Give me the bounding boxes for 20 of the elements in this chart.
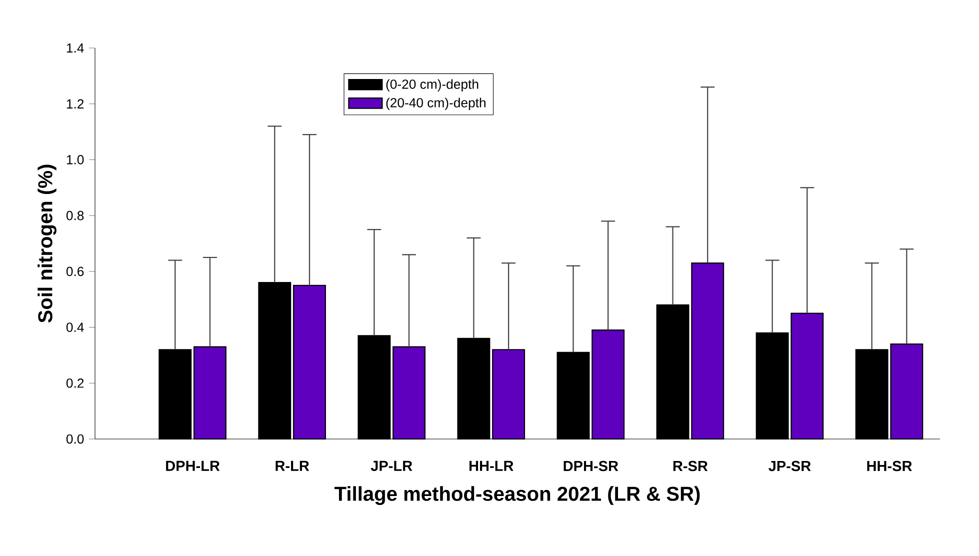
y-tick-label: 1.4 <box>66 43 84 53</box>
x-tick-label: JP-LR <box>370 460 412 472</box>
x-tick-label: HH-LR <box>470 460 514 471</box>
y-tick-label: 0.6 <box>66 266 84 276</box>
x-tick-label: R-SR <box>673 460 708 472</box>
x-tick-label: JP-SR <box>768 460 811 472</box>
y-axis-title: Soil nitrogen (%) <box>38 164 56 323</box>
y-tick-label: 0.8 <box>66 210 84 220</box>
x-tick-label: HH-SR <box>867 460 912 472</box>
y-tick-label: 1.2 <box>66 99 84 108</box>
x-tick-label: R-LR <box>276 460 310 471</box>
x-tick-label: DPH-SR <box>564 460 618 472</box>
x-tick-label: DPH-LR <box>166 460 220 471</box>
y-tick-label: 1.0 <box>66 155 84 164</box>
x-axis-title: Tillage method-season 2021 (LR & SR) <box>334 486 700 505</box>
legend-label: (0-20 cm)-depth <box>386 79 478 92</box>
y-tick-label: 0.4 <box>66 322 84 332</box>
y-tick-label: 0.0 <box>66 434 84 444</box>
y-tick-label: 0.2 <box>66 378 84 388</box>
legend-label: (20-40 cm)-depth <box>386 98 486 110</box>
